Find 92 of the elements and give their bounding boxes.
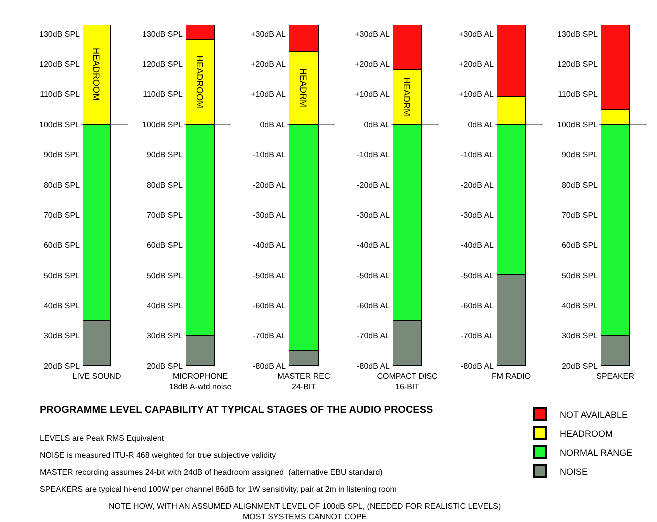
y-tick-label: -20dB AL	[461, 180, 495, 190]
y-tick-label: -70dB AL	[253, 332, 287, 341]
y-tick-label: +20dB AL	[251, 60, 287, 70]
y-tick-label: 100dB SPL	[142, 120, 184, 130]
y-tick-label: -80dB AL	[253, 362, 287, 371]
y-tick-label: 50dB SPL	[44, 271, 81, 280]
y-tick-label: -30dB AL	[461, 210, 495, 220]
x-tick-label: COMPACT DISC 16-BIT	[377, 372, 438, 392]
data-label: HEADRM	[298, 68, 308, 108]
y-tick-label: -60dB AL	[253, 301, 287, 310]
y-tick-label: +10dB AL	[251, 90, 287, 100]
y-tick-label: +30dB AL	[459, 30, 495, 39]
y-tick-label: 30dB SPL	[562, 332, 599, 341]
y-tick-label: +10dB AL	[459, 90, 495, 100]
y-tick-label: 30dB SPL	[44, 332, 81, 341]
y-tick-label: 0dB AL	[260, 120, 287, 130]
y-tick-label: 120dB SPL	[558, 60, 599, 70]
y-tick-label: 130dB SPL	[558, 30, 599, 39]
y-tick-label: 30dB SPL	[146, 332, 184, 341]
y-tick-label: 70dB SPL	[562, 210, 599, 220]
text: NOTE HOW, WITH AN ASSUMED ALIGNMENT LEVEL OF 100dB SPL, (NEEDED FOR REALISTIC LEVELS) MOST SYSTEMS CANNOT COPE	[109, 502, 502, 522]
y-tick-label: -10dB AL	[461, 150, 495, 160]
y-tick-label: -50dB AL	[253, 271, 287, 280]
y-tick-label: 20dB SPL	[562, 362, 599, 371]
text: MASTER recording assumes 24-bit with 24dB of headroom assigned (alternative EBU standard)	[40, 468, 384, 477]
text: PROGRAMME LEVEL CAPABILITY AT TYPICAL STAGES OF THE AUDIO PROCESS	[40, 405, 434, 416]
legend-label: HEADROOM	[560, 429, 614, 440]
y-tick-label: -70dB AL	[357, 332, 391, 341]
data-label: HEADROOM	[195, 55, 205, 109]
y-tick-label: 50dB SPL	[562, 271, 599, 280]
y-tick-label: +20dB AL	[459, 60, 495, 70]
y-tick-label: 90dB SPL	[146, 150, 184, 160]
y-tick-label: 20dB SPL	[146, 362, 184, 371]
y-tick-label: -40dB AL	[461, 241, 495, 250]
y-tick-label: 110dB SPL	[40, 90, 81, 100]
y-tick-label: 90dB SPL	[562, 150, 599, 160]
y-tick-label: +10dB AL	[355, 90, 391, 100]
y-tick-label: 70dB SPL	[146, 210, 184, 220]
y-tick-label: 100dB SPL	[558, 120, 599, 130]
y-tick-label: 50dB SPL	[146, 271, 184, 280]
y-tick-label: 120dB SPL	[40, 60, 81, 70]
y-tick-label: -20dB AL	[357, 180, 391, 190]
y-tick-label: -70dB AL	[461, 332, 495, 341]
data-label: HEADROOM	[92, 48, 102, 102]
y-tick-label: 20dB SPL	[44, 362, 81, 371]
legend-label: NOT AVAILABLE	[560, 410, 628, 420]
y-tick-label: 60dB SPL	[44, 241, 81, 250]
y-tick-label: +30dB AL	[355, 30, 391, 39]
y-tick-label: 60dB SPL	[146, 241, 184, 250]
y-tick-label: -10dB AL	[357, 150, 391, 160]
y-tick-label: -20dB AL	[253, 180, 287, 190]
y-tick-label: 80dB SPL	[562, 180, 599, 190]
y-tick-label: 100dB SPL	[40, 120, 81, 130]
y-tick-label: -40dB AL	[253, 241, 287, 250]
y-tick-label: 110dB SPL	[558, 90, 599, 100]
y-tick-label: 110dB SPL	[143, 90, 184, 100]
y-tick-label: 0dB AL	[468, 120, 495, 130]
text: NOISE is measured ITU-R 468 weighted for true subjective validity	[40, 451, 276, 460]
y-tick-label: -50dB AL	[357, 271, 391, 280]
x-tick-label: MASTER REC 24-BIT	[278, 372, 330, 392]
x-tick-label: FM RADIO	[492, 372, 532, 381]
y-tick-label: -30dB AL	[357, 210, 391, 220]
y-tick-label: 40dB SPL	[562, 301, 599, 310]
text: SPEAKERS are typical hi-end 100W per channel 86dB for 1W sensitivity, pair at 2m in listening room	[40, 485, 398, 494]
y-tick-label: -60dB AL	[357, 301, 391, 310]
y-tick-label: 40dB SPL	[44, 301, 81, 310]
y-tick-label: 60dB SPL	[562, 241, 599, 250]
y-tick-label: 40dB SPL	[146, 301, 184, 310]
y-tick-label: -80dB AL	[461, 362, 495, 371]
y-tick-label: 0dB AL	[364, 120, 391, 130]
y-tick-label: 80dB SPL	[44, 180, 81, 190]
y-tick-label: +20dB AL	[355, 60, 391, 70]
y-tick-label: +30dB AL	[251, 30, 287, 39]
legend-label: NOISE	[560, 467, 588, 478]
y-tick-label: 80dB SPL	[146, 180, 184, 190]
text: LEVELS are Peak RMS Equivalent	[40, 434, 165, 443]
y-tick-label: -50dB AL	[461, 271, 495, 280]
y-tick-label: 90dB SPL	[44, 150, 81, 160]
x-tick-label: SPEAKER	[596, 372, 635, 381]
legend-label: NORMAL RANGE	[560, 448, 633, 458]
data-label: HEADRM	[402, 77, 412, 117]
y-tick-label: -10dB AL	[253, 150, 287, 160]
x-tick-label: LIVE SOUND	[72, 372, 122, 381]
y-tick-label: -30dB AL	[253, 210, 287, 220]
y-tick-label: -60dB AL	[461, 301, 495, 310]
y-tick-label: -80dB AL	[357, 362, 391, 371]
y-tick-label: 130dB SPL	[40, 30, 81, 39]
y-tick-label: 120dB SPL	[142, 60, 184, 70]
x-tick-label: MICROPHONE 18dB A-wtd noise	[169, 372, 232, 392]
y-tick-label: -40dB AL	[357, 241, 391, 250]
y-tick-label: 70dB SPL	[44, 210, 81, 220]
y-tick-label: 130dB SPL	[142, 30, 184, 39]
